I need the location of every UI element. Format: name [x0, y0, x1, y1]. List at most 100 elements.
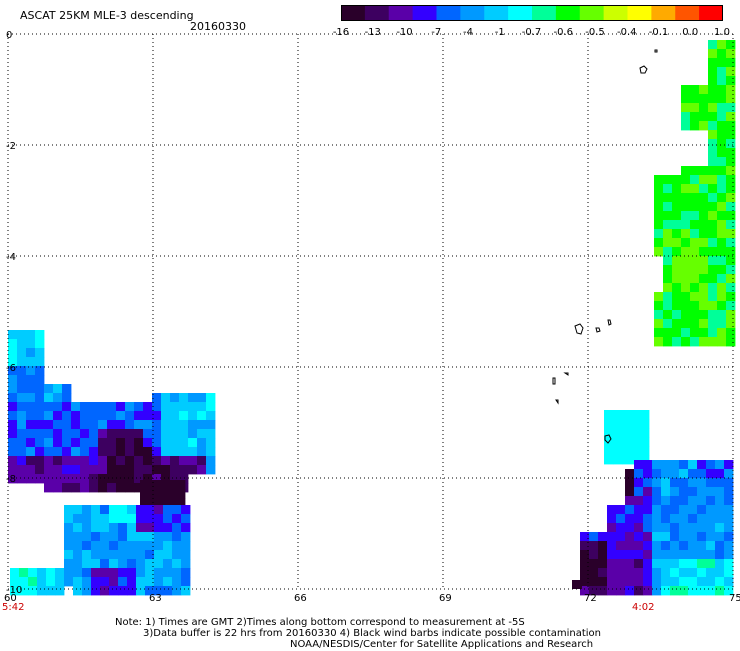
wind-cell	[726, 166, 736, 176]
wind-cell	[679, 487, 689, 497]
wind-cell	[670, 559, 680, 569]
wind-cell	[708, 121, 718, 131]
wind-cell	[652, 532, 662, 542]
wind-cell	[640, 455, 650, 465]
wind-cell	[708, 256, 718, 266]
wind-cell	[19, 586, 29, 596]
wind-cell	[170, 465, 180, 475]
wind-cell	[8, 438, 18, 448]
wind-cell	[681, 121, 691, 131]
wind-cell	[724, 523, 734, 533]
wind-cell	[726, 76, 736, 86]
wind-cell	[631, 410, 641, 420]
wind-cell	[681, 103, 691, 113]
wind-cell	[145, 550, 155, 560]
wind-cell	[163, 568, 173, 578]
wind-cell	[717, 229, 727, 239]
wind-cell	[726, 67, 736, 77]
wind-cell	[44, 438, 54, 448]
wind-cell	[589, 568, 599, 578]
wind-cell	[55, 568, 65, 578]
wind-cell	[170, 411, 180, 421]
wind-cell	[136, 514, 146, 524]
wind-cell	[188, 438, 198, 448]
wind-cell	[109, 514, 119, 524]
wind-cell	[706, 469, 716, 479]
wind-map: 60 63 66 69 72 75 0 -2 -4 -6 -8 -10 5:42 4:02	[2, 30, 740, 610]
wind-cell	[154, 586, 164, 596]
wind-cell	[679, 568, 689, 578]
wind-cell	[118, 586, 128, 596]
wind-cell	[179, 429, 189, 439]
wind-cell	[654, 328, 664, 338]
wind-cell	[35, 429, 45, 439]
wind-cell	[688, 550, 698, 560]
wind-cell	[26, 402, 36, 412]
wind-cell	[82, 523, 92, 533]
wind-cell	[161, 420, 171, 430]
wind-cell	[188, 456, 198, 466]
wind-cell	[73, 586, 83, 596]
wind-cell	[672, 220, 682, 230]
wind-cell	[679, 541, 689, 551]
colorbar-segment	[603, 5, 629, 21]
wind-cell	[188, 447, 198, 457]
wind-cell	[134, 474, 144, 484]
wind-cell	[161, 402, 171, 412]
wind-cell	[681, 274, 691, 284]
wind-cell	[690, 319, 700, 329]
wind-cell	[717, 139, 727, 149]
wind-cell	[100, 523, 110, 533]
wind-cell	[697, 541, 707, 551]
wind-cell	[625, 523, 635, 533]
wind-cell	[35, 465, 45, 475]
wind-cell	[8, 411, 18, 421]
lon-tick-label: 72	[584, 593, 597, 604]
wind-cell	[179, 438, 189, 448]
wind-cell	[82, 541, 92, 551]
wind-cell	[717, 292, 727, 302]
wind-cell	[589, 532, 599, 542]
wind-cell	[717, 112, 727, 122]
wind-cell	[89, 402, 99, 412]
lon-tick-label: 60	[4, 593, 17, 604]
wind-cell	[690, 211, 700, 221]
colorbar-label: -16	[332, 27, 350, 38]
wind-cell	[118, 532, 128, 542]
wind-cell	[152, 447, 162, 457]
wind-cell	[717, 328, 727, 338]
wind-cell	[690, 292, 700, 302]
wind-cell	[8, 447, 18, 457]
wind-cell	[706, 514, 716, 524]
wind-cell	[622, 437, 632, 447]
wind-cell	[643, 514, 653, 524]
wind-cell	[44, 393, 54, 403]
wind-cell	[206, 411, 216, 421]
wind-cell	[724, 541, 734, 551]
time-end-label: 4:02	[632, 602, 654, 610]
wind-cell	[53, 474, 63, 484]
wind-cell	[726, 85, 736, 95]
wind-cell	[708, 58, 718, 68]
wind-cell	[152, 456, 162, 466]
wind-cell	[589, 541, 599, 551]
wind-cell	[726, 184, 736, 194]
wind-cell	[172, 586, 182, 596]
wind-cell	[179, 465, 189, 475]
wind-cell	[100, 541, 110, 551]
wind-cell	[654, 220, 664, 230]
wind-cell	[134, 420, 144, 430]
wind-cell	[717, 157, 727, 167]
wind-cell	[82, 586, 92, 596]
wind-cell	[670, 505, 680, 515]
wind-cell	[125, 465, 135, 475]
wind-cell	[706, 586, 716, 596]
wind-cell	[82, 559, 92, 569]
wind-cell	[708, 283, 718, 293]
wind-cell	[699, 112, 709, 122]
wind-cell	[717, 310, 727, 320]
wind-cell	[697, 505, 707, 515]
wind-cell	[699, 166, 709, 176]
wind-cell	[188, 420, 198, 430]
wind-cell	[91, 532, 101, 542]
